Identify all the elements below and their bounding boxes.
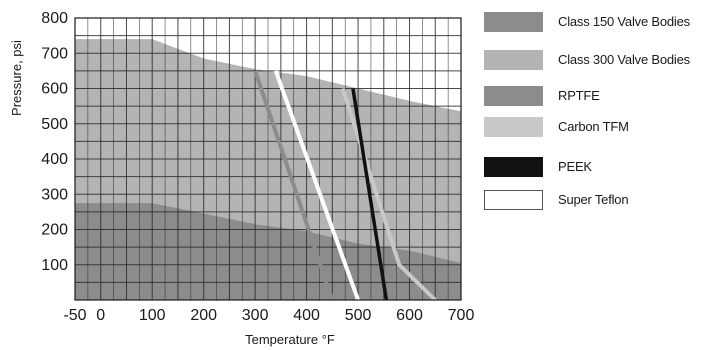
tick-labels: -50 0 100 200 300 400 500 600 700 100 200 300 400 500…: [41, 10, 474, 324]
line-peek: [351, 88, 389, 301]
legend-swatch-class-150: [484, 12, 543, 32]
x-tick-label: 400: [293, 307, 320, 324]
legend-label-class-300: Class 300 Valve Bodies: [558, 52, 690, 67]
legend-item-peek: PEEK: [484, 157, 724, 179]
y-tick-label: 200: [41, 222, 68, 239]
legend-item-super-teflon: Super Teflon: [484, 190, 724, 212]
y-tick-label: 100: [41, 257, 68, 274]
legend-label-carbon-tfm: Carbon TFM: [558, 119, 629, 134]
x-tick-label: -50: [63, 307, 86, 324]
y-tick-label: 500: [41, 116, 68, 133]
legend-label-rptfe: RPTFE: [558, 88, 600, 103]
y-tick-label: 700: [41, 45, 68, 62]
line-super-teflon: [273, 70, 360, 301]
x-tick-label: 600: [396, 307, 423, 324]
plot-border: [74, 17, 462, 301]
x-tick-label: 500: [345, 307, 372, 324]
legend-item-rptfe: RPTFE: [484, 86, 724, 108]
y-tick-label: 400: [41, 151, 68, 168]
x-tick-label: 300: [242, 307, 269, 324]
legend-swatch-rptfe: [484, 86, 543, 106]
y-tick-label: 600: [41, 81, 68, 98]
legend-swatch-carbon-tfm: [484, 117, 543, 137]
line-rptfe: [253, 70, 335, 301]
legend-item-class-150: Class 150 Valve Bodies: [484, 12, 724, 34]
legend-swatch-super-teflon: [484, 190, 543, 210]
legend-label-class-150: Class 150 Valve Bodies: [558, 14, 690, 29]
y-tick-label: 300: [41, 186, 68, 203]
x-axis-title: Temperature °F: [245, 332, 335, 347]
y-axis-title: Pressure, psi: [9, 40, 24, 116]
x-tick-label: 100: [139, 307, 166, 324]
legend-label-peek: PEEK: [558, 159, 592, 174]
legend-swatch-peek: [484, 157, 543, 177]
legend-item-class-300: Class 300 Valve Bodies: [484, 50, 724, 72]
x-tick-label: 0: [96, 307, 105, 324]
y-tick-label: 800: [41, 10, 68, 27]
legend-swatch-class-300: [484, 50, 543, 70]
x-tick-label: 700: [448, 307, 475, 324]
legend-item-carbon-tfm: Carbon TFM: [484, 117, 724, 139]
x-tick-label: 200: [190, 307, 217, 324]
legend-label-super-teflon: Super Teflon: [558, 192, 629, 207]
plot-area: [74, 17, 462, 302]
